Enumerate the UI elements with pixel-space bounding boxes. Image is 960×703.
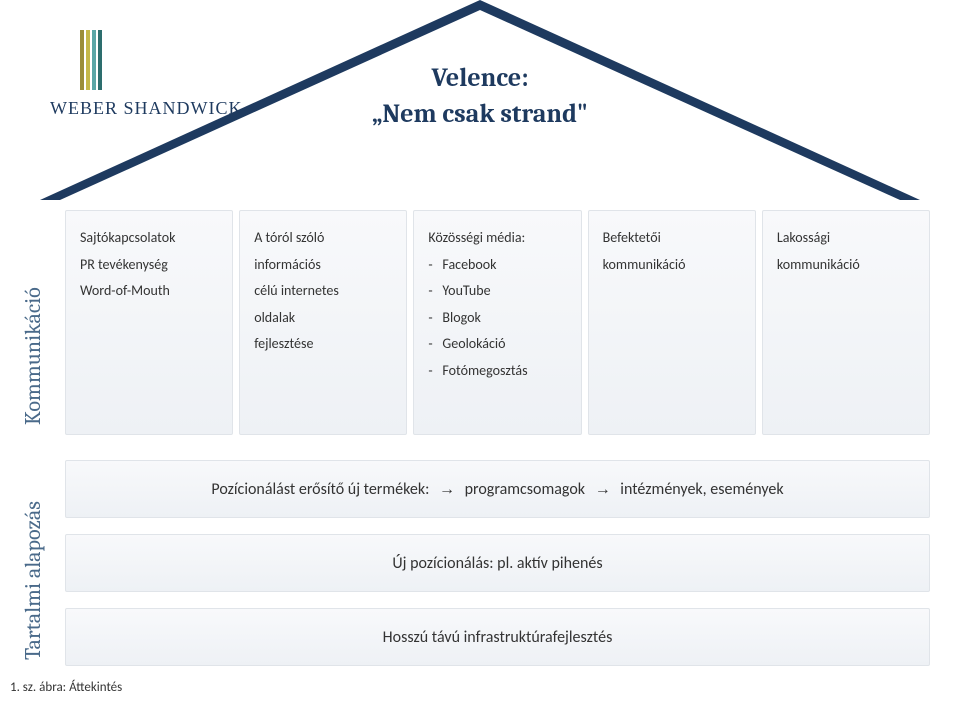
bars-stack: Pozícionálást erősítő új termékek: → pro… xyxy=(65,460,930,666)
bullet-text: Blogok xyxy=(442,305,566,332)
dash-icon: - xyxy=(428,278,442,305)
dash-icon: - xyxy=(428,331,442,358)
column-bullet: -Facebook xyxy=(428,252,566,279)
column-0: SajtókapcsolatokPR tevékenységWord-of-Mo… xyxy=(65,210,233,435)
column-1: A tóról szólóinformációscélú interneteso… xyxy=(239,210,407,435)
column-bullet: -YouTube xyxy=(428,278,566,305)
bar-text: Pozícionálást erősítő új termékek: → pro… xyxy=(211,480,783,499)
roof-title-line1: Velence: xyxy=(372,60,588,96)
column-2: Közösségi média:-Facebook-YouTube-Blogok… xyxy=(413,210,581,435)
column-bullet: -Fotómegosztás xyxy=(428,358,566,385)
dash-icon: - xyxy=(428,358,442,385)
bar-1: Új pozícionálás: pl. aktív pihenés xyxy=(65,534,930,592)
side-label-kommunikacio: Kommunikáció xyxy=(20,287,46,425)
bar-0: Pozícionálást erősítő új termékek: → pro… xyxy=(65,460,930,518)
bullet-text: Facebook xyxy=(442,252,566,279)
side-labels: Kommunikáció Tartalmi alapozás xyxy=(10,210,50,673)
columns-row: SajtókapcsolatokPR tevékenységWord-of-Mo… xyxy=(65,210,930,435)
column-bullet: -Geolokáció xyxy=(428,331,566,358)
side-label-tartalmi: Tartalmi alapozás xyxy=(20,501,46,660)
bullet-text: Geolokáció xyxy=(442,331,566,358)
column-header: Közösségi média: xyxy=(428,225,566,252)
column-line: Sajtókapcsolatok xyxy=(80,225,218,252)
column-4: Lakosságikommunikáció xyxy=(762,210,930,435)
dash-icon: - xyxy=(428,305,442,332)
column-bullet: -Blogok xyxy=(428,305,566,332)
figure-caption: 1. sz. ábra: Áttekintés xyxy=(10,680,122,695)
column-line: oldalak xyxy=(254,305,392,332)
column-line: fejlesztése xyxy=(254,331,392,358)
column-line: Befektetői xyxy=(603,225,741,252)
column-line: kommunikáció xyxy=(603,252,741,279)
bullet-text: YouTube xyxy=(442,278,566,305)
column-line: PR tevékenység xyxy=(80,252,218,279)
bullet-text: Fotómegosztás xyxy=(442,358,566,385)
bar-2: Hosszú távú infrastruktúrafejlesztés xyxy=(65,608,930,666)
column-line: kommunikáció xyxy=(777,252,915,279)
column-line: A tóról szóló xyxy=(254,225,392,252)
column-line: Lakossági xyxy=(777,225,915,252)
roof-title-line2: „Nem csak strand" xyxy=(372,96,588,132)
column-line: Word-of-Mouth xyxy=(80,278,218,305)
arrow-icon: → xyxy=(439,481,455,498)
dash-icon: - xyxy=(428,252,442,279)
column-line: információs xyxy=(254,252,392,279)
column-3: Befektetőikommunikáció xyxy=(588,210,756,435)
column-line: célú internetes xyxy=(254,278,392,305)
roof-title: Velence: „Nem csak strand" xyxy=(372,60,588,133)
arrow-icon: → xyxy=(595,481,611,498)
